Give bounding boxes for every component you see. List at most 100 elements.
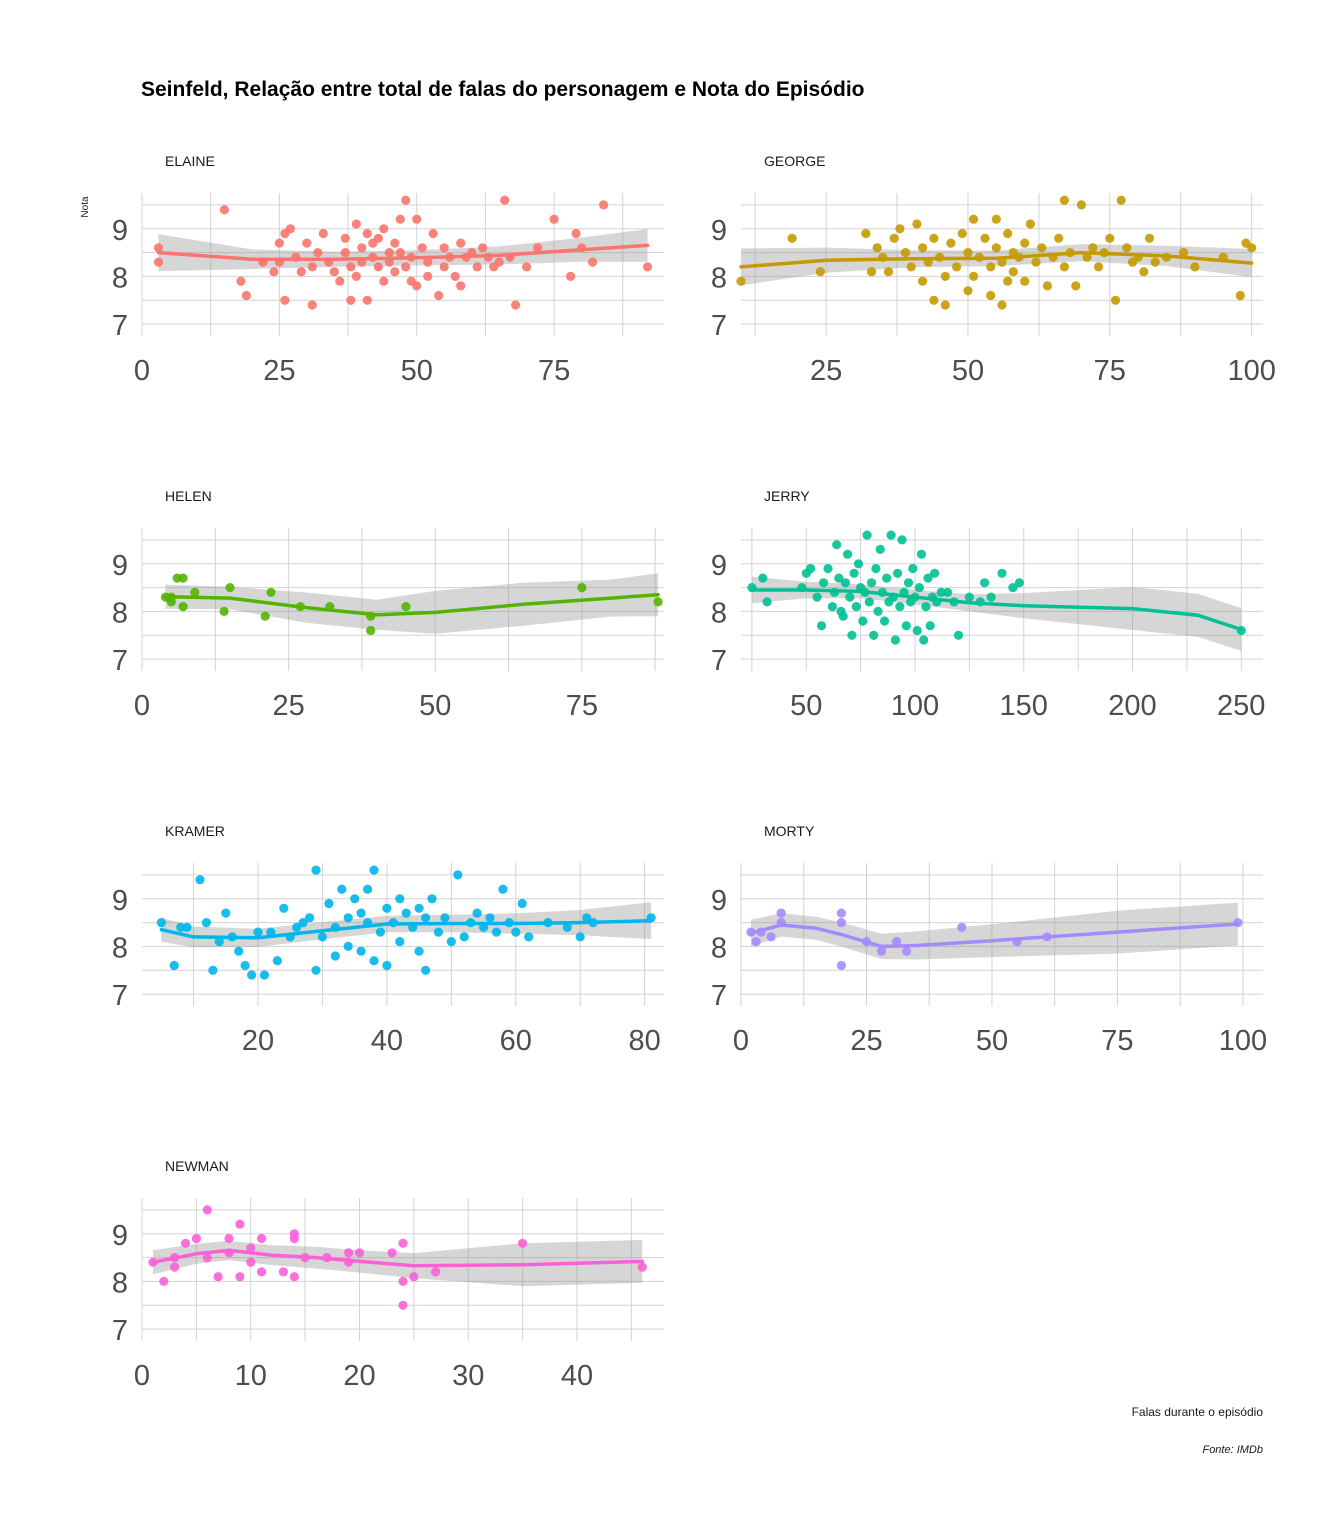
data-point xyxy=(776,908,786,918)
data-point xyxy=(272,956,282,966)
data-point xyxy=(346,262,356,272)
data-point xyxy=(235,1272,245,1282)
data-point xyxy=(307,262,317,272)
data-point xyxy=(1025,219,1035,229)
panel-morty: MORTY 7 8 9 0 25 50 75 100 xyxy=(711,823,1267,1057)
data-point xyxy=(292,922,302,933)
data-point xyxy=(159,1276,169,1286)
smooth-line-elaine xyxy=(156,243,650,262)
data-point xyxy=(903,578,914,588)
y-tick-label: 9 xyxy=(711,885,727,917)
x-tick-label: 0 xyxy=(134,690,150,722)
data-point xyxy=(373,262,383,272)
data-point xyxy=(1054,233,1064,243)
data-point xyxy=(1247,243,1257,253)
x-tick-label: 50 xyxy=(419,690,451,722)
smooth-line-jerry xyxy=(750,588,1244,632)
data-point xyxy=(997,300,1007,310)
data-point xyxy=(357,243,367,253)
data-point xyxy=(423,257,433,267)
data-point xyxy=(421,965,431,975)
data-point xyxy=(156,918,166,928)
data-point xyxy=(401,602,411,612)
data-point xyxy=(289,1272,299,1282)
x-tick-label: 50 xyxy=(952,355,984,387)
data-point xyxy=(847,630,857,640)
data-point xyxy=(456,281,466,291)
data-point xyxy=(1003,276,1013,286)
data-point xyxy=(176,922,186,933)
data-point xyxy=(305,913,315,923)
data-point xyxy=(957,228,967,239)
data-point xyxy=(518,1238,528,1248)
points-newman xyxy=(148,1205,647,1310)
data-point xyxy=(235,1219,245,1229)
data-point xyxy=(279,903,289,913)
data-point xyxy=(434,290,444,301)
data-point xyxy=(964,592,975,602)
data-point xyxy=(260,611,270,621)
data-point xyxy=(431,1267,441,1277)
data-point xyxy=(582,913,592,923)
data-point xyxy=(311,965,321,975)
data-point xyxy=(892,937,902,947)
x-tick-label: 25 xyxy=(272,690,304,722)
data-point xyxy=(575,932,585,942)
data-point xyxy=(816,621,827,631)
x-tick-label: 25 xyxy=(850,1025,882,1057)
data-point xyxy=(259,970,269,980)
panel-label-kramer: KRAMER xyxy=(165,823,225,839)
data-point xyxy=(379,224,389,234)
data-point xyxy=(414,903,424,913)
data-point xyxy=(428,228,438,239)
data-point xyxy=(902,946,912,956)
data-point xyxy=(815,267,826,277)
data-point xyxy=(247,970,257,980)
data-point xyxy=(472,908,482,918)
data-point xyxy=(943,587,953,598)
smooth-line-kramer xyxy=(159,918,653,940)
panel-newman: NEWMAN 7 8 9 0 10 20 30 40 xyxy=(112,1158,664,1392)
confidence-band-jerry xyxy=(751,576,1242,651)
data-point xyxy=(412,214,422,224)
data-point xyxy=(446,937,456,947)
data-point xyxy=(510,300,521,310)
data-point xyxy=(313,248,323,258)
data-point xyxy=(1105,233,1115,243)
data-point xyxy=(642,262,653,272)
data-point xyxy=(849,568,859,578)
data-point xyxy=(302,238,312,248)
data-point xyxy=(369,956,379,966)
x-tick-label: 0 xyxy=(733,1025,749,1057)
data-point xyxy=(963,248,973,258)
x-tick-label: 40 xyxy=(561,1360,593,1392)
y-tick-label: 9 xyxy=(112,885,128,917)
y-tick-label: 8 xyxy=(112,932,128,964)
x-tick-label: 60 xyxy=(500,1025,532,1057)
data-point xyxy=(398,1276,408,1286)
data-point xyxy=(872,243,882,253)
data-point xyxy=(401,195,411,205)
x-tick-label: 50 xyxy=(790,690,822,722)
data-point xyxy=(427,894,437,904)
data-point xyxy=(946,238,956,248)
data-point xyxy=(289,1233,299,1244)
data-point xyxy=(599,200,609,210)
data-point xyxy=(257,1233,267,1244)
data-point xyxy=(864,597,874,607)
data-point xyxy=(285,224,295,234)
y-tick-label: 9 xyxy=(112,1220,128,1252)
data-point xyxy=(886,530,896,540)
data-point xyxy=(986,262,996,272)
data-point xyxy=(1116,195,1126,205)
data-point xyxy=(318,228,328,239)
y-tick-label: 9 xyxy=(711,215,727,247)
data-point xyxy=(1037,243,1047,253)
data-point xyxy=(453,870,463,880)
data-point xyxy=(459,932,469,942)
data-point xyxy=(344,1248,354,1258)
data-point xyxy=(873,606,883,617)
data-point xyxy=(921,602,931,612)
y-tick-label: 8 xyxy=(112,597,128,629)
